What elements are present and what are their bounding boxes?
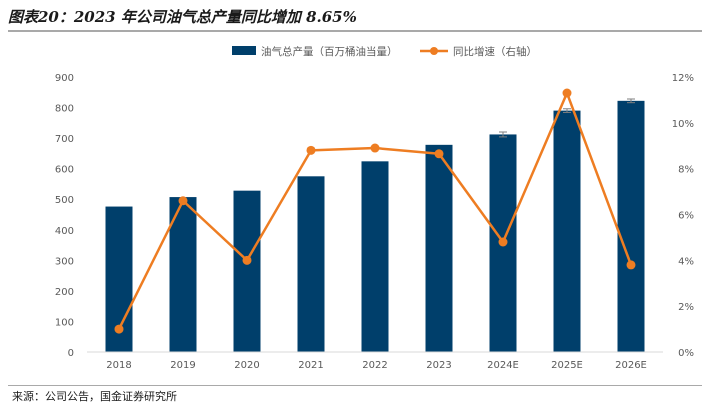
growth-point bbox=[626, 260, 636, 270]
bar bbox=[361, 161, 389, 352]
y-left-tick-label: 800 bbox=[55, 104, 74, 115]
growth-point bbox=[434, 149, 444, 159]
y-right-tick-label: 4% bbox=[678, 256, 694, 267]
y-left-tick-label: 100 bbox=[55, 317, 74, 328]
y-left-tick-label: 200 bbox=[55, 287, 74, 298]
bar-series bbox=[105, 100, 645, 352]
y-right-tick-label: 0% bbox=[678, 348, 694, 359]
x-tick-label: 2020 bbox=[234, 360, 259, 371]
legend-swatch-bar bbox=[232, 46, 256, 55]
x-tick-label: 2024E bbox=[487, 360, 519, 371]
x-tick-label: 2026E bbox=[615, 360, 647, 371]
source-note: 来源：公司公告，国金证券研究所 bbox=[12, 390, 177, 403]
bar bbox=[169, 197, 197, 352]
x-tick-label: 2023 bbox=[426, 360, 451, 371]
bar bbox=[297, 176, 325, 352]
y-left-tick-label: 0 bbox=[68, 348, 74, 359]
legend-label-bar: 油气总产量（百万桶油当量） bbox=[261, 45, 398, 58]
x-tick-label: 2018 bbox=[106, 360, 131, 371]
x-tick-label: 2022 bbox=[362, 360, 387, 371]
error-bars bbox=[499, 98, 635, 138]
line-series bbox=[114, 88, 636, 334]
bar bbox=[233, 190, 261, 352]
x-tick-label: 2019 bbox=[170, 360, 195, 371]
y-right-tick-label: 6% bbox=[678, 211, 694, 222]
bar bbox=[425, 144, 453, 352]
y-left-tick-label: 900 bbox=[55, 73, 74, 84]
y-left-tick-label: 300 bbox=[55, 256, 74, 267]
y-right-tick-label: 12% bbox=[672, 73, 694, 84]
y-left-tick-label: 400 bbox=[55, 226, 74, 237]
legend-label-line: 同比增速（右轴） bbox=[453, 45, 537, 58]
growth-point bbox=[114, 324, 124, 334]
growth-point bbox=[498, 237, 508, 247]
axes: 2018 2019 2020 2021 2022 2023 2024E 2025E 2026E 0… bbox=[55, 73, 694, 371]
legend: 油气总产量（百万桶油当量） 同比增速（右轴） bbox=[232, 45, 537, 58]
chart-title: 图表20：2023 年公司油气总产量同比增加 8.65% bbox=[8, 8, 357, 26]
title-divider bbox=[8, 30, 702, 32]
growth-point bbox=[242, 255, 252, 265]
y-left-tick-label: 700 bbox=[55, 134, 74, 145]
x-tick-label: 2025E bbox=[551, 360, 583, 371]
y-left-tick-label: 500 bbox=[55, 195, 74, 206]
growth-point bbox=[306, 145, 316, 155]
y-left-tick-label: 600 bbox=[55, 165, 74, 176]
source-divider bbox=[8, 385, 702, 386]
bar bbox=[553, 110, 581, 352]
growth-point bbox=[178, 196, 188, 206]
y-right-tick-label: 10% bbox=[672, 119, 694, 130]
x-tick-label: 2021 bbox=[298, 360, 323, 371]
bar bbox=[617, 100, 645, 352]
growth-point bbox=[562, 88, 572, 98]
combo-chart: 油气总产量（百万桶油当量） 同比增速（右轴） 2018 2019 2020 2021 20… bbox=[55, 45, 694, 371]
legend-marker-line bbox=[430, 47, 438, 55]
y-right-tick-label: 2% bbox=[678, 302, 694, 313]
y-right-tick-label: 8% bbox=[678, 165, 694, 176]
growth-point bbox=[370, 143, 380, 153]
